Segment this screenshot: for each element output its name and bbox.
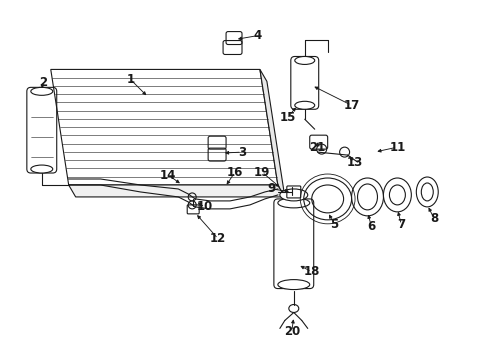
Ellipse shape — [294, 101, 314, 109]
Ellipse shape — [277, 198, 309, 208]
Ellipse shape — [294, 56, 314, 65]
Text: 2: 2 — [39, 76, 47, 89]
Ellipse shape — [277, 280, 309, 290]
Text: 17: 17 — [343, 99, 359, 112]
Text: 21: 21 — [309, 141, 325, 154]
Text: 5: 5 — [330, 218, 338, 231]
Text: 10: 10 — [197, 200, 213, 213]
Ellipse shape — [31, 165, 53, 173]
Polygon shape — [69, 185, 284, 197]
Text: 19: 19 — [253, 166, 270, 178]
Text: 16: 16 — [227, 166, 242, 178]
Text: 9: 9 — [267, 182, 275, 196]
Text: 11: 11 — [389, 141, 405, 154]
Text: 14: 14 — [160, 169, 176, 181]
Text: 7: 7 — [396, 218, 405, 231]
Text: 13: 13 — [346, 156, 362, 169]
Text: 18: 18 — [303, 265, 319, 278]
Text: 4: 4 — [253, 29, 261, 42]
Ellipse shape — [31, 87, 53, 95]
Text: 20: 20 — [283, 325, 299, 338]
Text: 12: 12 — [210, 232, 226, 245]
Text: 8: 8 — [429, 212, 438, 225]
Text: 15: 15 — [279, 111, 295, 124]
Text: 1: 1 — [126, 73, 134, 86]
Text: 6: 6 — [366, 220, 375, 233]
Polygon shape — [259, 69, 284, 197]
Ellipse shape — [279, 189, 307, 201]
Text: 3: 3 — [238, 146, 245, 159]
